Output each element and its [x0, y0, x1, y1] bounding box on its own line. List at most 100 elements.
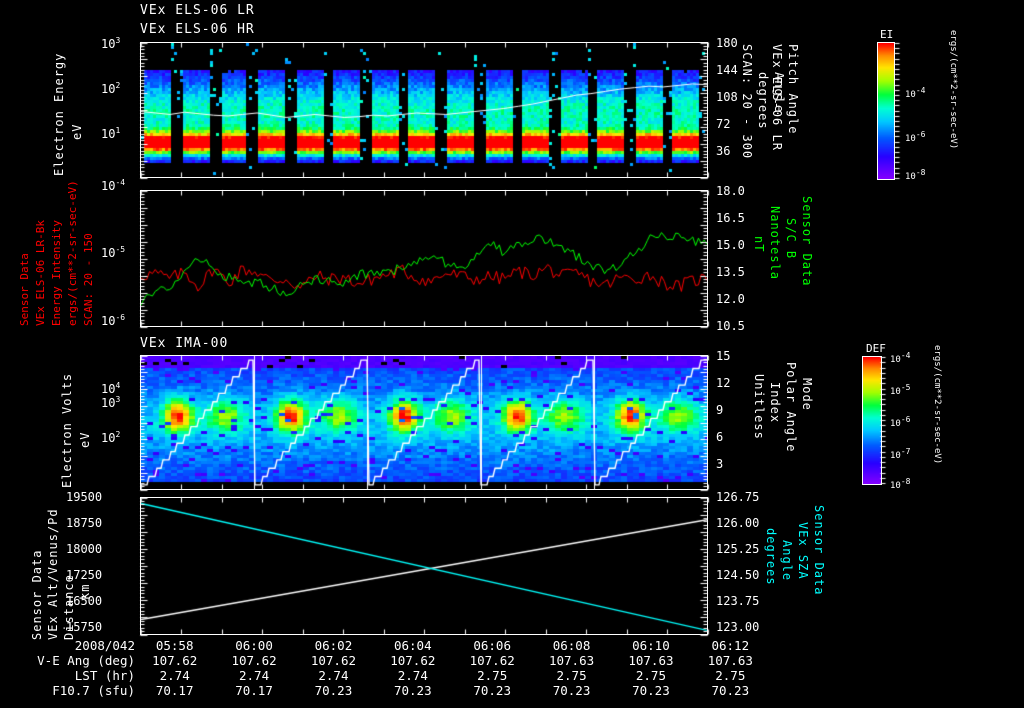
cell-veang-0: 107.62: [152, 653, 198, 668]
cell-veang-4: 107.62: [469, 653, 515, 668]
panel3-rtick-3: 6: [716, 430, 724, 444]
cell-time-5: 06:08: [552, 638, 591, 653]
panel1-ytick-1: 102: [101, 81, 121, 96]
cell-veang-5: 107.63: [548, 653, 595, 668]
colorbar1-title: EI: [880, 28, 894, 41]
panel2-rtick-5: 10.5: [716, 319, 745, 333]
cell-veang-7: 107.63: [707, 653, 753, 668]
panel2-left-label-0: Sensor Data: [18, 253, 31, 326]
panel2-left-label-4: SCAN: 20 - 150: [82, 233, 95, 326]
panel3-right-label-0: Mode: [800, 378, 814, 411]
colorbar3-tick-1: 10-5: [890, 383, 911, 397]
cell-lst-7: 2.75: [715, 668, 746, 683]
cell-f107-2: 70.23: [314, 683, 353, 698]
bottom-parameter-table: 2008/042 05:58 06:00 06:02 06:04 06:06 0…: [10, 638, 770, 698]
cell-time-4: 06:06: [473, 638, 511, 653]
cell-lst-4: 2.75: [477, 668, 508, 683]
panel3-ytick-3: 102: [101, 430, 121, 445]
panel2-left-label-2: Energy Intensity: [50, 220, 63, 326]
row-label-ve-ang: V-E Ang (deg): [37, 653, 135, 668]
panel1-left-axis-label: Electron Energy: [52, 52, 66, 176]
table-row-f107: F10.7 (sfu) 70.17 70.17 70.23 70.23 70.2…: [10, 683, 770, 698]
panel3-plot-area[interactable]: [140, 355, 708, 490]
panel4-right-label-2: Angle: [780, 540, 794, 582]
panel4-rtick-5: 123.00: [716, 620, 760, 634]
panel2-rtick-4: 12.0: [716, 292, 745, 306]
cell-time-2: 06:02: [314, 638, 353, 653]
row-label-date: 2008/042: [74, 638, 135, 653]
panel1-rtick-2: 108: [716, 90, 738, 104]
panel2-plot-area[interactable]: [140, 190, 708, 327]
cell-lst-2: 2.74: [318, 668, 349, 683]
panel4-ytick-2: 18000: [66, 542, 103, 556]
row-label-f107: F10.7 (sfu): [52, 683, 135, 698]
cell-lst-0: 2.74: [159, 668, 190, 683]
colorbar1-tick-0: 10-4: [905, 86, 926, 100]
cell-lst-5: 2.75: [556, 668, 587, 683]
panel4-rtick-0: 126.75: [716, 490, 760, 504]
cell-f107-1: 70.17: [235, 683, 273, 698]
cell-f107-7: 70.23: [711, 683, 750, 698]
panel4-ytick-1: 18750: [66, 516, 103, 530]
colorbar3-tick-4: 10-8: [890, 477, 911, 491]
panel1-rtick-4: 36: [716, 144, 731, 158]
panel1-rtick-0: 180: [716, 36, 738, 50]
panel4-right-label-0: Sensor Data: [812, 505, 826, 596]
panel1-rtick-3: 72: [716, 117, 731, 131]
colorbar3-tick-2: 10-6: [890, 415, 911, 429]
panel3-rtick-1: 12: [716, 376, 731, 390]
panel3-right-label-3: Unitless: [752, 374, 766, 440]
panel4-rtick-4: 123.75: [716, 594, 760, 608]
colorbar1: [877, 42, 895, 180]
colorbar3-title: DEF: [866, 342, 886, 355]
table-row-date: 2008/042 05:58 06:00 06:02 06:04 06:06 0…: [10, 638, 770, 653]
panel3-right-label-2: Index: [768, 382, 782, 424]
panel4-plot-area[interactable]: [140, 497, 708, 635]
panel2-ytick-0: 10-4: [101, 178, 126, 193]
cell-time-0: 05:58: [155, 638, 194, 653]
cell-lst-3: 2.74: [397, 668, 428, 683]
table-row-lst: LST (hr) 2.74 2.74 2.74 2.74 2.75 2.75 2…: [10, 668, 770, 683]
cell-time-3: 06:04: [393, 638, 432, 653]
panel4-ytick-3: 17250: [66, 568, 103, 582]
panel1-right-label-0: Pitch Angle: [786, 44, 800, 135]
panel3-rtick-4: 3: [716, 457, 724, 471]
panel2-right-label-0: Sensor Data: [800, 196, 814, 287]
cell-lst-1: 2.74: [239, 668, 270, 683]
panel2-right-label-2: Nanotesla: [768, 206, 782, 281]
cell-f107-0: 70.17: [155, 683, 194, 698]
table-row-ve-ang: V-E Ang (deg) 107.62 107.62 107.62 107.6…: [10, 653, 770, 668]
panel1-plot-area[interactable]: [140, 42, 708, 178]
cell-veang-6: 107.63: [628, 653, 674, 668]
colorbar3-tick-0: 10-4: [890, 351, 911, 365]
panel2-right-label-1: S/C B: [784, 218, 798, 260]
panel3-left-axis-label: Electron Volts: [60, 372, 74, 488]
panel2-rtick-1: 16.5: [716, 211, 745, 225]
panel4-ytick-0: 19500: [66, 490, 103, 504]
panel1-rtick-1: 144: [716, 63, 738, 77]
panel1-ytick-0: 103: [101, 36, 121, 51]
panel3-rtick-0: 15: [716, 349, 731, 363]
cell-time-7: 06:12: [711, 638, 750, 653]
panel2-right-label-3: nT: [752, 236, 766, 253]
panel4-left-label-0: Sensor Data: [30, 549, 44, 640]
cell-time-1: 06:00: [235, 638, 273, 653]
colorbar3: [862, 356, 882, 485]
panel1-left-axis-unit: eV: [70, 123, 84, 140]
cell-f107-3: 70.23: [393, 683, 432, 698]
panel4-left-label-1: VEx Alt/Venus/Pd: [46, 508, 60, 640]
panel4-rtick-3: 124.50: [716, 568, 760, 582]
colorbar1-unit: ergs/(cm**2-sr-sec-eV): [948, 30, 958, 150]
panel4-rtick-1: 126.00: [716, 516, 760, 530]
panel3-rtick-2: 9: [716, 403, 724, 417]
panel1-right-label-2: Angle: [772, 72, 786, 114]
panel4-ytick-4: 16500: [66, 594, 103, 608]
panel1-title-hr: VEx ELS-06 HR: [140, 22, 255, 37]
panel2-ytick-2: 10-6: [101, 313, 126, 328]
panel1-right-label-4: SCAN: 20 - 300: [740, 44, 754, 160]
panel2-ytick-1: 10-5: [101, 245, 126, 260]
cell-f107-5: 70.23: [552, 683, 591, 698]
colorbar3-unit: ergs/(cm**2-sr-sec-eV): [932, 345, 942, 465]
colorbar3-tick-3: 10-7: [890, 447, 911, 461]
panel1-ytick-2: 101: [101, 126, 121, 141]
